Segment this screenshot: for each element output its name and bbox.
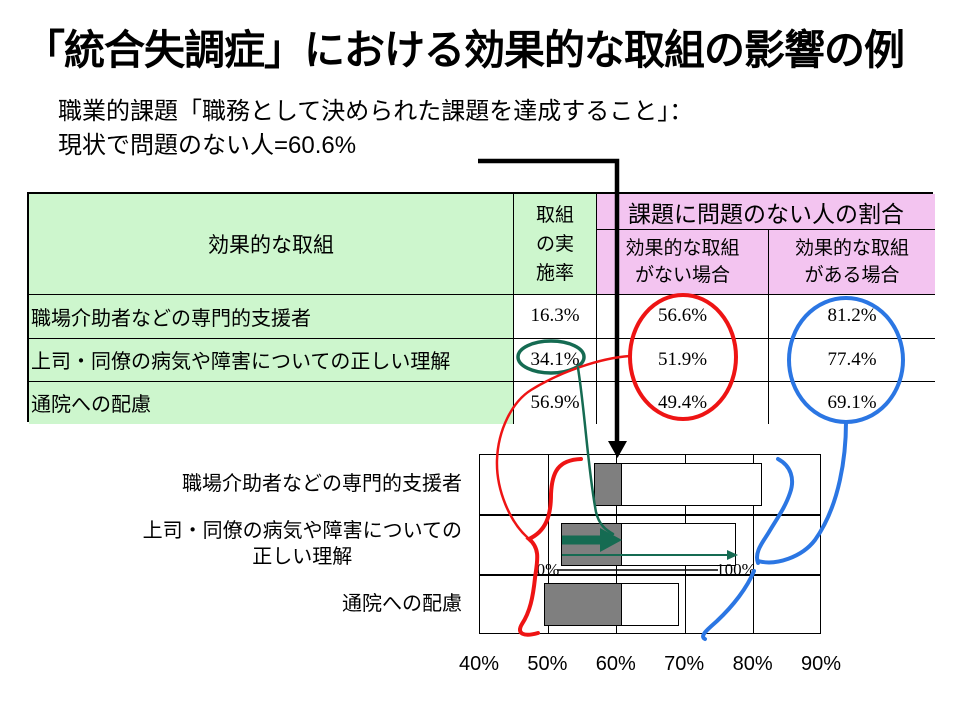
x-tick-label: 80% (732, 653, 773, 675)
table-cell-without: 49.4% (597, 381, 769, 424)
x-tick-label: 70% (664, 653, 705, 675)
table-row-label: 上司・同僚の病気や障害についての正しい理解 (29, 338, 514, 382)
table-cell-rate: 56.9% (514, 381, 597, 424)
scale-label-0: 0% (536, 560, 560, 579)
bar-gray-segment (545, 584, 622, 625)
table-header-with: 効果的な取組 がある場合 (769, 230, 935, 295)
x-tick-label: 60% (595, 653, 636, 675)
horizontal-gridline (480, 514, 820, 516)
table-cell-with: 81.2% (769, 295, 935, 339)
bar-gray-segment (562, 524, 622, 565)
bar-row-0 (593, 463, 762, 506)
table-header-measure: 効果的な取組 (29, 194, 514, 295)
scale-label-100: 100% (716, 560, 756, 579)
table-cell-with: 69.1% (769, 381, 935, 424)
horizontal-gridline (480, 574, 820, 576)
x-tick-label: 90% (800, 653, 842, 675)
x-tick-label: 40% (458, 653, 500, 675)
table-cell-without: 51.9% (597, 338, 769, 382)
page-title: 「統合失調症」における効果的な取組の影響の例 (24, 27, 905, 73)
subtitle-text: 職業的課題「職務として決められた課題を達成すること」： 現状で問題のない人=60… (58, 98, 694, 159)
table-header-rate: 取組 の実 施率 (514, 194, 597, 295)
bar-row-2 (544, 583, 680, 626)
chart-category-label: 上司・同僚の病気や障害についての 正しい理解 (142, 520, 462, 568)
plot-area (479, 454, 821, 634)
vertical-gridline (753, 455, 755, 633)
table-header-group: 課題に問題のない人の割合 (597, 194, 935, 230)
effects-table: 効果的な取組 取組 の実 施率 課題に問題のない人の割合 効果的な取組 がない場… (27, 192, 935, 424)
bar-gray-segment (594, 464, 622, 505)
table-cell-rate: 34.1% (514, 338, 597, 382)
table-cell-without: 56.6% (597, 295, 769, 339)
chart-category-label: 職場介助者などの専門的支援者 (182, 473, 462, 495)
table-cell-rate: 16.3% (514, 295, 597, 339)
table-row-label: 職場介助者などの専門的支援者 (29, 295, 514, 339)
x-tick-label: 50% (527, 653, 568, 675)
chart-category-label: 通院への配慮 (342, 593, 462, 615)
table-cell-with: 77.4% (769, 338, 935, 382)
table-row-label: 通院への配慮 (29, 381, 514, 424)
x-axis: 40% 50% 60% 70% 80% 90% (459, 653, 841, 679)
table-header-without: 効果的な取組 がない場合 (597, 230, 769, 295)
